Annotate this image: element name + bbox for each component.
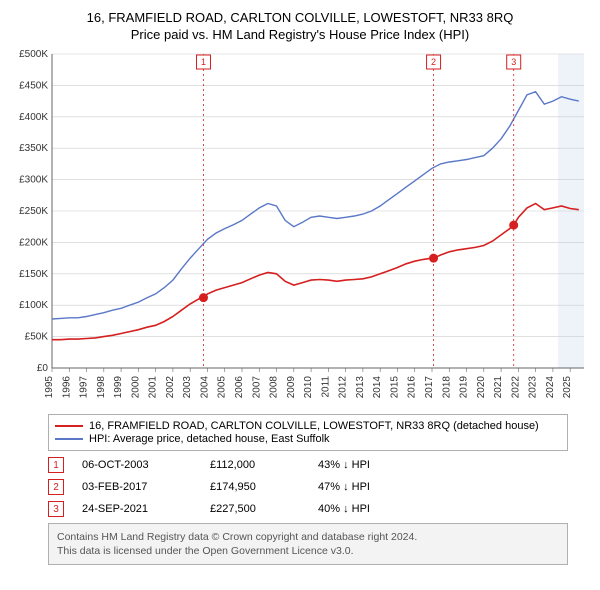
svg-text:£450K: £450K: [19, 80, 48, 91]
event-badge-number: 1: [53, 460, 59, 471]
event-price: £174,950: [210, 481, 300, 493]
svg-text:£500K: £500K: [19, 49, 48, 60]
attribution-line: This data is licensed under the Open Gov…: [57, 544, 559, 558]
legend-label: HPI: Average price, detached house, East…: [89, 433, 330, 445]
page: 16, FRAMFIELD ROAD, CARLTON COLVILLE, LO…: [0, 0, 600, 577]
svg-text:2013: 2013: [355, 376, 366, 399]
event-badge: 2: [48, 479, 64, 495]
event-row: 3 24-SEP-2021 £227,500 40% ↓ HPI: [48, 501, 568, 517]
legend-swatch: [55, 438, 83, 440]
svg-text:2019: 2019: [459, 376, 470, 399]
svg-text:1999: 1999: [113, 376, 124, 399]
svg-text:£150K: £150K: [19, 269, 48, 280]
event-diff: 43% ↓ HPI: [318, 459, 370, 471]
event-badge-number: 3: [53, 504, 59, 515]
svg-text:1995: 1995: [44, 376, 55, 399]
svg-text:2021: 2021: [493, 376, 504, 399]
event-date: 06-OCT-2003: [82, 459, 192, 471]
svg-text:2012: 2012: [338, 376, 349, 399]
svg-text:1998: 1998: [96, 376, 107, 399]
event-row: 1 06-OCT-2003 £112,000 43% ↓ HPI: [48, 457, 568, 473]
svg-text:2003: 2003: [182, 376, 193, 399]
svg-text:2017: 2017: [424, 376, 435, 399]
legend-swatch: [55, 425, 83, 427]
svg-text:2020: 2020: [476, 376, 487, 399]
event-badge: 1: [48, 457, 64, 473]
svg-text:2000: 2000: [130, 376, 141, 399]
svg-text:2023: 2023: [528, 376, 539, 399]
title-subtitle: Price paid vs. HM Land Registry's House …: [10, 27, 590, 42]
svg-text:£200K: £200K: [19, 237, 48, 248]
event-row: 2 03-FEB-2017 £174,950 47% ↓ HPI: [48, 479, 568, 495]
svg-text:2002: 2002: [165, 376, 176, 399]
svg-text:£0: £0: [37, 363, 49, 374]
svg-text:3: 3: [511, 57, 516, 67]
svg-text:2014: 2014: [372, 376, 383, 399]
svg-text:2009: 2009: [286, 376, 297, 399]
event-badge-number: 2: [53, 482, 59, 493]
legend-item: 16, FRAMFIELD ROAD, CARLTON COLVILLE, LO…: [55, 420, 561, 432]
event-date: 03-FEB-2017: [82, 481, 192, 493]
svg-text:1997: 1997: [79, 376, 90, 399]
svg-text:1996: 1996: [61, 376, 72, 399]
svg-text:2007: 2007: [251, 376, 262, 399]
svg-text:2001: 2001: [148, 376, 159, 399]
svg-text:2011: 2011: [320, 376, 331, 398]
svg-text:£300K: £300K: [19, 175, 48, 186]
svg-text:£50K: £50K: [25, 332, 49, 343]
legend-label: 16, FRAMFIELD ROAD, CARLTON COLVILLE, LO…: [89, 420, 539, 432]
svg-text:£400K: £400K: [19, 112, 48, 123]
svg-text:2015: 2015: [389, 376, 400, 399]
svg-text:2022: 2022: [510, 376, 521, 399]
svg-text:£350K: £350K: [19, 143, 48, 154]
svg-text:2008: 2008: [269, 376, 280, 399]
svg-text:2010: 2010: [303, 376, 314, 399]
svg-text:2006: 2006: [234, 376, 245, 399]
legend: 16, FRAMFIELD ROAD, CARLTON COLVILLE, LO…: [48, 414, 568, 451]
svg-text:£250K: £250K: [19, 206, 48, 217]
svg-text:2: 2: [431, 57, 436, 67]
event-price: £112,000: [210, 459, 300, 471]
svg-text:2016: 2016: [407, 376, 418, 399]
chart-svg: £0 £50K £100K £150K £200K £250K £300K £350K £400…: [10, 48, 590, 408]
attribution: Contains HM Land Registry data © Crown c…: [48, 523, 568, 565]
title-address: 16, FRAMFIELD ROAD, CARLTON COLVILLE, LO…: [10, 10, 590, 25]
svg-text:2005: 2005: [217, 376, 228, 399]
svg-text:£100K: £100K: [19, 300, 48, 311]
event-diff: 40% ↓ HPI: [318, 503, 370, 515]
event-diff: 47% ↓ HPI: [318, 481, 370, 493]
attribution-line: Contains HM Land Registry data © Crown c…: [57, 530, 559, 544]
event-price: £227,500: [210, 503, 300, 515]
svg-text:1: 1: [201, 57, 206, 67]
chart: £0 £50K £100K £150K £200K £250K £300K £350K £400…: [10, 48, 590, 408]
svg-text:2018: 2018: [441, 376, 452, 399]
svg-text:2025: 2025: [562, 376, 573, 399]
event-date: 24-SEP-2021: [82, 503, 192, 515]
svg-text:2024: 2024: [545, 376, 556, 399]
events: 1 06-OCT-2003 £112,000 43% ↓ HPI 2 03-FE…: [48, 457, 568, 517]
titles: 16, FRAMFIELD ROAD, CARLTON COLVILLE, LO…: [10, 10, 590, 42]
event-badge: 3: [48, 501, 64, 517]
svg-text:2004: 2004: [199, 376, 210, 399]
legend-item: HPI: Average price, detached house, East…: [55, 433, 561, 445]
